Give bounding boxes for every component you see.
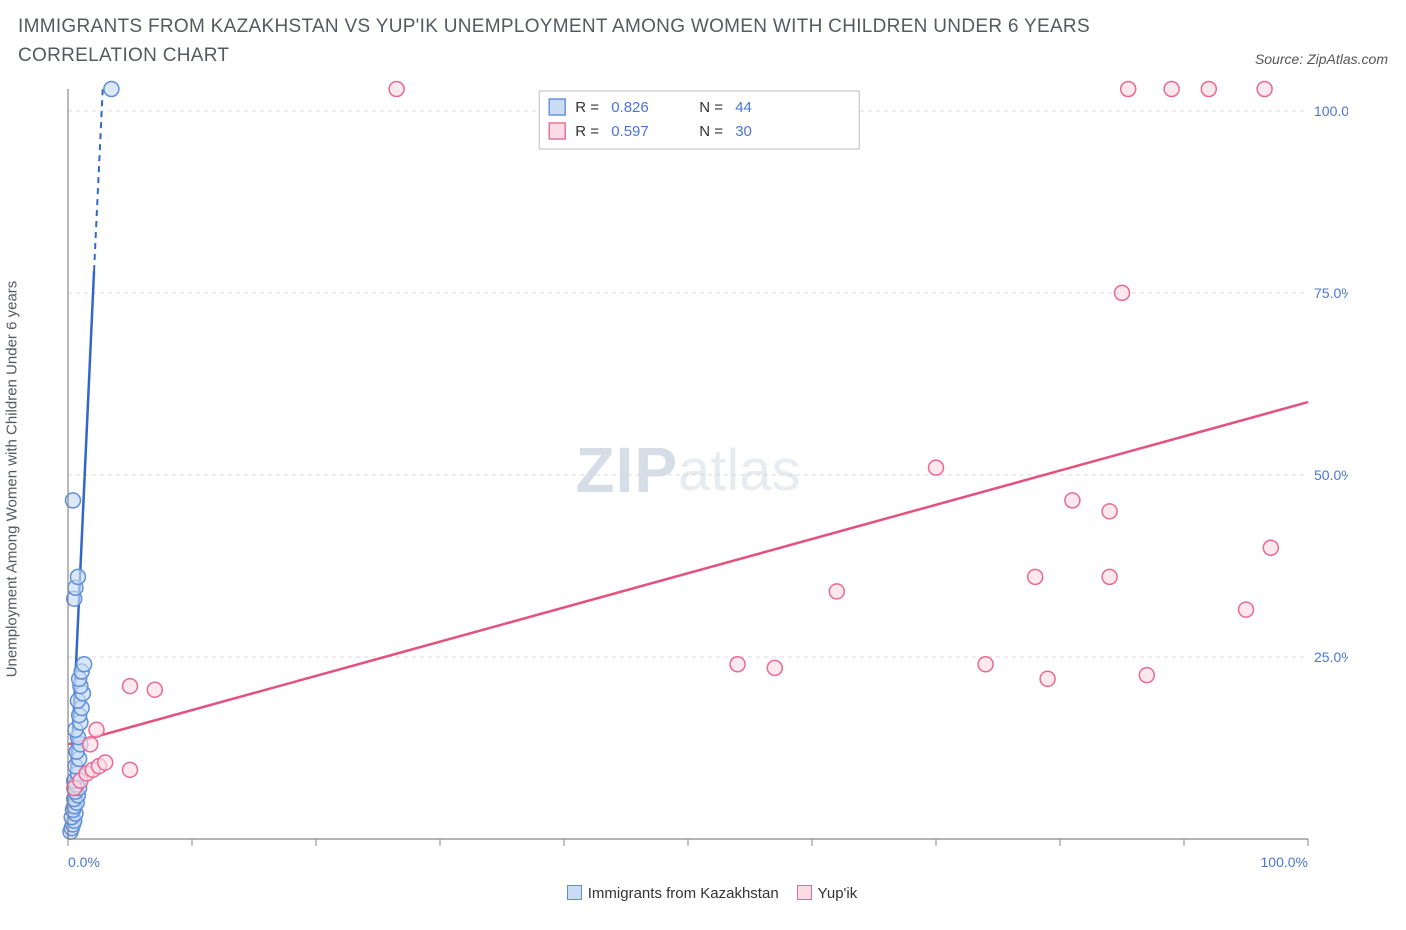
data-point (1028, 569, 1043, 584)
data-point (1121, 81, 1136, 96)
y-tick-label: 25.0% (1314, 649, 1348, 665)
data-point (98, 755, 113, 770)
bottom-legend: Immigrants from Kazakhstan Yup'ik (18, 885, 1388, 902)
data-point (1201, 81, 1216, 96)
legend-r-value: 0.826 (611, 99, 649, 116)
data-point (1065, 493, 1080, 508)
source-label: Source: ZipAtlas.com (1255, 51, 1388, 71)
data-point (730, 657, 745, 672)
x-tick-label: 0.0% (68, 854, 100, 870)
data-point (89, 722, 104, 737)
legend-r-label: R = (575, 99, 599, 116)
trend-line-dash (94, 89, 103, 271)
data-point (1139, 668, 1154, 683)
data-point (1102, 504, 1117, 519)
data-point (1040, 671, 1055, 686)
legend-n-label: N = (699, 99, 723, 116)
data-point (123, 762, 138, 777)
data-point (123, 678, 138, 693)
data-point (978, 657, 993, 672)
legend-swatch (549, 123, 565, 139)
y-tick-label: 75.0% (1314, 285, 1348, 301)
data-point (1115, 285, 1130, 300)
data-point (929, 460, 944, 475)
data-point (1239, 602, 1254, 617)
watermark: ZIPatlas (575, 434, 800, 506)
data-point (1263, 540, 1278, 555)
data-point (389, 81, 404, 96)
data-point (1257, 81, 1272, 96)
legend-label: Yup'ik (818, 885, 858, 902)
y-axis-title: Unemployment Among Women with Children U… (4, 281, 21, 678)
y-tick-label: 50.0% (1314, 467, 1348, 483)
x-tick-label: 100.0% (1261, 854, 1308, 870)
data-point (767, 660, 782, 675)
legend-n-value: 44 (735, 99, 752, 116)
legend-label: Immigrants from Kazakhstan (588, 885, 779, 902)
legend-r-value: 0.597 (611, 123, 649, 140)
legend-n-value: 30 (735, 123, 752, 140)
y-tick-label: 100.0% (1314, 103, 1348, 119)
legend-n-label: N = (699, 123, 723, 140)
data-point (1102, 569, 1117, 584)
legend-swatch (549, 99, 565, 115)
chart-container: Unemployment Among Women with Children U… (18, 79, 1388, 879)
legend-swatch (797, 885, 812, 900)
data-point (1164, 81, 1179, 96)
data-point (829, 584, 844, 599)
scatter-chart: ZIPatlas 25.0% 50.0% 75.0% 100.0% 0.0% 100.0% R… (18, 79, 1348, 879)
legend-r-label: R = (575, 123, 599, 140)
data-point (104, 81, 119, 96)
data-point (147, 682, 162, 697)
data-point (83, 737, 98, 752)
legend-swatch (567, 885, 582, 900)
data-point (70, 569, 85, 584)
data-point (77, 657, 92, 672)
chart-title: IMMIGRANTS FROM KAZAKHSTAN VS YUP'IK UNE… (18, 12, 1138, 71)
